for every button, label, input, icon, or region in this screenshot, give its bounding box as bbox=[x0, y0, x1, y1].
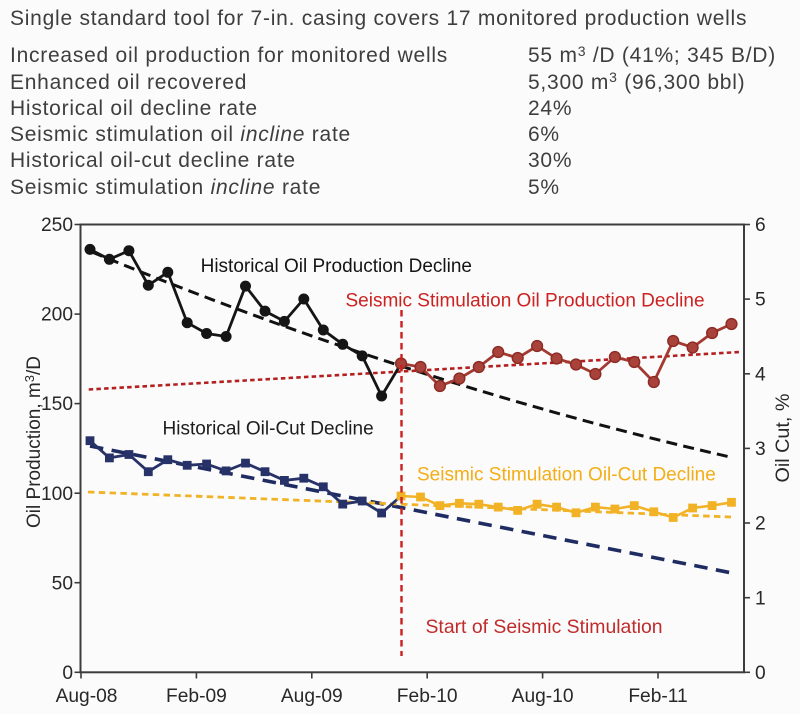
svg-text:0: 0 bbox=[755, 663, 766, 684]
svg-text:4: 4 bbox=[755, 364, 766, 385]
svg-text:Feb-10: Feb-10 bbox=[397, 686, 458, 707]
svg-text:Feb-11: Feb-11 bbox=[628, 686, 687, 707]
svg-text:Oil Cut, %: Oil Cut, % bbox=[772, 393, 794, 482]
svg-text:Start of Seismic Stimulation: Start of Seismic Stimulation bbox=[426, 616, 663, 638]
svg-text:6: 6 bbox=[755, 215, 766, 236]
svg-text:2: 2 bbox=[755, 514, 766, 535]
svg-text:Aug-10: Aug-10 bbox=[512, 686, 574, 707]
svg-text:Aug-08: Aug-08 bbox=[56, 686, 118, 707]
svg-text:5: 5 bbox=[755, 290, 766, 311]
svg-text:100: 100 bbox=[41, 484, 73, 505]
svg-text:Feb-09: Feb-09 bbox=[166, 686, 227, 707]
svg-text:Seismic Stimulation Oil-Cut De: Seismic Stimulation Oil-Cut Decline bbox=[417, 464, 716, 485]
svg-text:Historical Oil Production Decl: Historical Oil Production Decline bbox=[201, 256, 472, 277]
svg-text:Historical Oil-Cut Decline: Historical Oil-Cut Decline bbox=[163, 419, 374, 440]
svg-text:Aug-09: Aug-09 bbox=[281, 686, 343, 707]
svg-text:250: 250 bbox=[41, 215, 73, 236]
svg-text:Seismic Stimulation Oil Produc: Seismic Stimulation Oil Production Decli… bbox=[346, 291, 705, 312]
svg-text:150: 150 bbox=[41, 394, 73, 415]
svg-text:Oil Production, m3/D: Oil Production, m3/D bbox=[22, 356, 45, 528]
svg-text:3: 3 bbox=[755, 439, 766, 460]
svg-text:1: 1 bbox=[755, 588, 766, 609]
svg-text:200: 200 bbox=[41, 305, 73, 326]
svg-text:0: 0 bbox=[62, 663, 73, 684]
svg-text:50: 50 bbox=[52, 573, 73, 594]
